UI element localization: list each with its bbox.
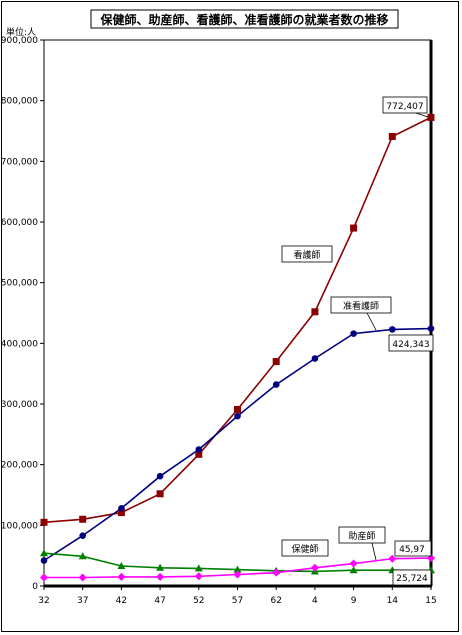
data-point-3 xyxy=(349,559,358,568)
series-label-hokenshi-text: 保健師 xyxy=(291,543,318,555)
data-point-0 xyxy=(311,308,319,316)
x-tick-label: 42 xyxy=(116,596,127,606)
x-tick-label: 37 xyxy=(77,596,88,606)
y-tick-label: 200,000 xyxy=(1,461,38,471)
value-label-kangoshi: 772,407 xyxy=(382,96,429,118)
data-point-1 xyxy=(118,505,125,512)
value-label-kangoshi-text: 772,407 xyxy=(386,102,423,112)
series-label-junkangoshi-text: 准看護師 xyxy=(343,300,379,312)
data-point-1 xyxy=(427,325,435,332)
value-label-hokenshi-text: 25,724 xyxy=(396,574,428,584)
value-label-junkangoshi-text: 424,343 xyxy=(392,340,429,350)
data-point-1 xyxy=(350,330,357,337)
chart-title: 保健師、助産師、看護師、准看護師の就業者数の推移 xyxy=(99,12,388,27)
x-tick-label: 57 xyxy=(232,596,243,606)
x-tick-label: 14 xyxy=(387,596,399,606)
y-tick-label: 300,000 xyxy=(1,400,38,410)
value-label-hokenshi: 25,724 xyxy=(392,569,432,586)
data-point-3 xyxy=(40,573,48,582)
data-point-3 xyxy=(117,572,126,581)
data-point-3 xyxy=(310,563,319,572)
x-tick-label: 4 xyxy=(312,596,318,606)
data-point-2 xyxy=(349,566,358,574)
data-point-2 xyxy=(156,563,165,571)
series-label-josanshi: 助産師 xyxy=(338,526,386,561)
data-point-0 xyxy=(79,515,87,523)
data-point-1 xyxy=(272,381,280,388)
data-point-0 xyxy=(272,358,280,366)
y-tick-label: 0 xyxy=(32,582,38,592)
x-tick-label: 15 xyxy=(425,596,436,606)
x-tick-label: 32 xyxy=(38,596,49,606)
value-label-junkangoshi: 424,343 xyxy=(388,334,434,352)
series-markers xyxy=(40,113,435,582)
series-label-junkangoshi: 准看護師 xyxy=(330,296,392,331)
y-axis: 0 100,000 200,000 300,000 400,000 500,000 600,… xyxy=(1,36,44,592)
x-axis: 32 37 42 47 52 57 62 4 9 14 15 xyxy=(38,586,437,606)
data-point-0 xyxy=(156,490,164,498)
y-tick-label: 100,000 xyxy=(1,521,38,531)
y-tick-label: 900,000 xyxy=(1,36,38,46)
data-point-3 xyxy=(272,568,281,577)
data-point-0 xyxy=(195,450,203,458)
data-point-0 xyxy=(234,405,241,413)
data-point-3 xyxy=(78,573,87,582)
data-point-1 xyxy=(234,412,241,420)
data-point-3 xyxy=(388,554,397,563)
chart-title-box xyxy=(90,9,399,29)
x-tick-label: 52 xyxy=(193,596,204,606)
y-tick-label: 500,000 xyxy=(1,279,38,289)
series-label-kangoshi: 看護師 xyxy=(281,245,333,263)
data-point-1 xyxy=(311,355,319,362)
unit-label: 単位:人 xyxy=(6,26,36,38)
series-label-kangoshi-text: 看護師 xyxy=(293,249,320,261)
x-tick-label: 62 xyxy=(270,596,281,606)
y-tick-label: 800,000 xyxy=(1,97,38,107)
data-point-0 xyxy=(117,509,125,517)
data-point-1 xyxy=(389,326,396,333)
y-tick-label: 400,000 xyxy=(1,339,38,349)
value-label-josanshi-text: 45,97 xyxy=(399,545,425,555)
data-point-3 xyxy=(233,570,242,579)
data-point-3 xyxy=(156,572,165,581)
data-point-1 xyxy=(79,532,86,539)
x-tick-label: 47 xyxy=(154,596,165,606)
y-tick-label: 700,000 xyxy=(1,157,38,167)
data-point-0 xyxy=(388,132,396,140)
data-point-0 xyxy=(40,518,48,526)
data-point-2 xyxy=(117,561,126,569)
x-tick-label: 9 xyxy=(351,596,357,606)
value-label-josanshi: 45,97 xyxy=(394,540,432,557)
data-point-1 xyxy=(156,472,164,480)
data-point-1 xyxy=(40,557,48,564)
data-point-2 xyxy=(40,549,48,557)
data-point-0 xyxy=(350,224,358,232)
data-point-1 xyxy=(195,446,203,453)
data-point-2 xyxy=(194,564,203,572)
data-point-2 xyxy=(233,565,242,573)
data-point-0 xyxy=(427,113,435,121)
series-label-josanshi-text: 助産師 xyxy=(348,530,375,542)
data-point-2 xyxy=(78,552,87,560)
y-tick-label: 600,000 xyxy=(1,218,38,228)
series-label-hokenshi: 保健師 xyxy=(281,539,329,557)
data-point-3 xyxy=(194,572,203,581)
